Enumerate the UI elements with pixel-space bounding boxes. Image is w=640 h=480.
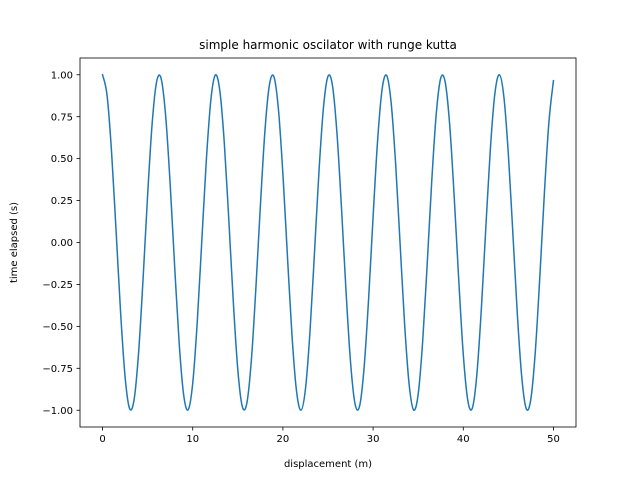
x-axis-label: displacement (m) [284,459,372,470]
y-tick-label: −1.00 [42,406,73,417]
x-tick-label: 10 [186,434,199,445]
x-tick-label: 20 [277,434,290,445]
chart-title: simple harmonic oscilator with runge kut… [199,38,457,52]
y-tick-label: 1.00 [51,70,73,81]
y-tick-label: −0.75 [42,364,73,375]
x-axis-ticks: 0 10 20 30 40 50 [99,427,560,445]
x-tick-label: 0 [99,434,105,445]
x-tick-label: 30 [367,434,380,445]
series-line [101,73,555,412]
series-group [101,73,555,412]
y-axis-label: time elapsed (s) [9,202,20,283]
y-tick-label: 0.25 [51,196,73,207]
x-tick-label: 50 [547,434,560,445]
y-tick-label: −0.50 [42,322,73,333]
y-tick-label: −0.25 [42,280,73,291]
plot-frame [79,57,577,428]
y-tick-label: 0.75 [51,112,73,123]
plot-area [80,58,576,427]
x-tick-label: 40 [457,434,470,445]
y-axis-ticks: −1.00 −0.75 −0.50 −0.25 0.00 0.25 0.50 0.75 1.00 [42,70,80,417]
y-tick-label: 0.50 [51,154,73,165]
y-tick-label: 0.00 [51,238,73,249]
